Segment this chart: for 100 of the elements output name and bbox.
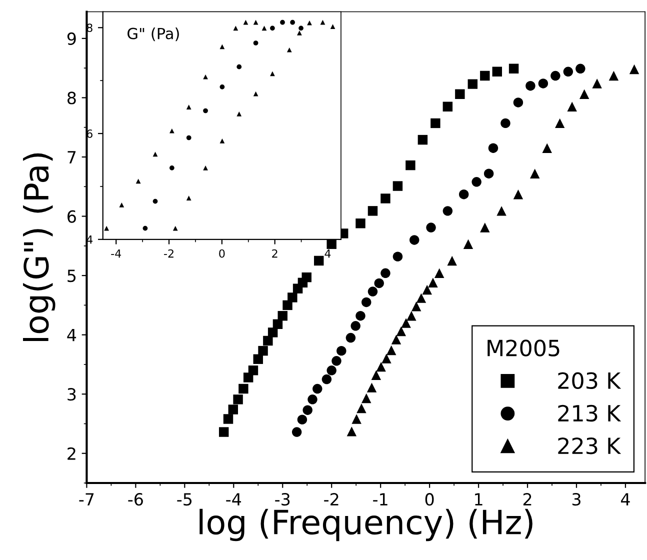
point — [253, 354, 263, 364]
point — [142, 226, 148, 231]
point — [268, 328, 278, 338]
x-tick-label: -2 — [324, 493, 338, 506]
point — [169, 166, 174, 170]
point — [554, 118, 565, 128]
point — [314, 256, 324, 266]
x-tick-label: -4 — [111, 249, 122, 258]
point — [442, 206, 453, 216]
point — [406, 310, 416, 321]
point — [330, 24, 336, 30]
x-tick-label: -5 — [177, 493, 192, 506]
point — [308, 394, 318, 404]
point — [253, 40, 258, 46]
point — [302, 272, 312, 282]
y-tick-label: 3 — [68, 388, 76, 401]
point — [368, 286, 378, 296]
point — [416, 293, 426, 303]
point — [480, 222, 490, 232]
point — [119, 202, 124, 208]
point — [298, 26, 304, 31]
point — [223, 414, 234, 424]
point — [238, 384, 248, 394]
point — [371, 370, 382, 380]
point — [508, 64, 519, 74]
point — [243, 20, 248, 25]
x-tick-label: -7 — [79, 493, 94, 506]
point — [418, 134, 428, 145]
point — [203, 166, 208, 170]
point — [278, 310, 288, 321]
point — [262, 26, 267, 31]
point — [538, 78, 548, 88]
point — [608, 70, 619, 81]
point — [496, 206, 506, 216]
point — [152, 198, 158, 204]
point — [380, 268, 390, 278]
y-axis-title: log(G") (Pa) — [23, 153, 56, 342]
point — [422, 284, 432, 295]
point — [292, 427, 302, 437]
point — [346, 426, 357, 436]
point — [374, 278, 384, 288]
x-tick-label: -4 — [226, 493, 242, 506]
point — [326, 239, 336, 249]
point — [480, 70, 490, 81]
legend-label: 203 K — [558, 372, 622, 390]
point — [380, 194, 390, 204]
point — [458, 189, 469, 200]
point — [356, 218, 366, 228]
x-tick-label: 4 — [324, 249, 331, 258]
point — [220, 44, 225, 50]
point — [362, 297, 372, 308]
point — [526, 80, 536, 91]
point — [326, 366, 336, 376]
point — [430, 118, 440, 128]
point — [447, 256, 457, 266]
point — [169, 128, 174, 134]
point — [233, 394, 243, 404]
point — [104, 226, 110, 231]
point — [392, 252, 403, 262]
point — [391, 334, 402, 344]
point — [406, 160, 416, 170]
point — [280, 20, 285, 25]
x-tick-label: 0 — [219, 249, 225, 258]
point — [152, 152, 158, 157]
point — [286, 47, 292, 52]
point — [484, 168, 494, 178]
point — [442, 102, 453, 112]
point — [270, 26, 275, 31]
legend-label: 223 K — [558, 437, 622, 454]
point — [288, 292, 298, 302]
point — [346, 332, 356, 343]
x-tick-label: 3 — [572, 493, 580, 506]
point — [220, 138, 225, 144]
y-tick-label: 7 — [68, 151, 76, 164]
point — [563, 66, 574, 76]
point — [500, 118, 510, 128]
point — [297, 30, 302, 36]
point — [203, 108, 208, 114]
x-tick-label: 2 — [523, 493, 532, 506]
point — [629, 64, 640, 74]
point — [336, 346, 346, 356]
point — [434, 268, 444, 278]
x-tick-label: 1 — [475, 493, 482, 506]
y-tick-label: 2 — [68, 447, 76, 460]
point — [396, 326, 406, 336]
point — [307, 20, 312, 26]
y-tick-label: 4 — [67, 328, 76, 342]
point — [368, 206, 378, 216]
point — [382, 354, 392, 364]
legend-title: M2005 — [488, 340, 560, 356]
point — [220, 84, 225, 90]
point — [322, 374, 332, 384]
point — [228, 404, 238, 414]
point — [186, 104, 192, 110]
x-tick-label: -6 — [128, 493, 143, 506]
point — [468, 79, 478, 89]
point — [297, 414, 308, 424]
point — [567, 102, 577, 112]
point — [576, 64, 586, 74]
point — [472, 177, 482, 187]
